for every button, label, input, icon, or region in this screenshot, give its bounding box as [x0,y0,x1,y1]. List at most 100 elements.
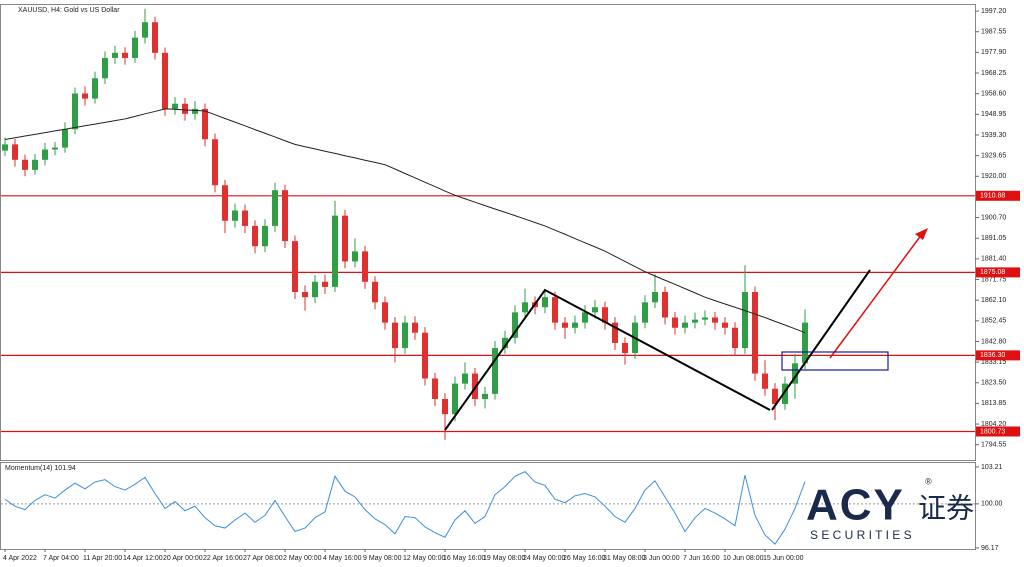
y-tick-label: 1920.00 [981,173,1006,180]
candle-body [572,322,578,328]
candle-body [292,241,298,293]
candle-body [782,383,788,404]
y-tick-label: 1891.05 [981,235,1006,242]
candle-body [272,190,278,226]
indicator-title: Momentum(14) 101.94 [5,465,76,472]
candle-body [722,322,728,328]
candle-body [222,185,228,221]
candle-body [312,281,318,298]
candle-body [52,147,58,150]
candle-body [162,52,168,109]
candle-body [112,52,118,58]
y-tick-label: 100.00 [981,501,1003,508]
x-tick-label: 20 Apr 00:00 [163,555,203,562]
level-tag-label: 1875.08 [980,269,1005,276]
level-tag [976,350,1020,361]
y-tick-label: 1977.90 [981,49,1006,56]
candle-body [392,322,398,349]
candle-body [372,281,378,303]
x-tick-label: 31 May 08:00 [603,555,646,562]
y-tick-label: 1794.55 [981,442,1006,449]
candle-body [772,388,778,404]
chart-title: XAUUSD, H4: Gold vs US Dollar [18,7,120,14]
candle-body [402,322,408,349]
momentum-line [4,471,806,545]
candle-body [742,292,748,349]
candle-body [752,292,758,374]
level-tag-label: 1910.88 [980,193,1005,200]
candle-body [522,302,528,313]
candle-body [552,297,558,323]
candle-body [432,378,438,400]
candle-body [612,322,618,343]
candle-body [262,225,268,247]
candle-body [642,302,648,323]
candle-body [332,215,338,287]
x-tick-label: 16 May 16:00 [443,555,486,562]
watermark-mark: ® [925,476,932,486]
candle-body [662,292,668,318]
x-tick-label: 7 Jun 16:00 [683,555,720,562]
y-tick-label: 1929.65 [981,152,1006,159]
candle-body [212,139,218,186]
x-tick-label: 2 May 00:00 [283,555,322,562]
y-tick-label: 1948.95 [981,111,1006,118]
candle-body [182,103,188,114]
candle-body [512,312,518,338]
x-tick-label: 22 Apr 16:00 [203,555,243,562]
candle-body [172,103,178,109]
y-tick-label: 1997.20 [981,8,1006,15]
candle-body [462,373,468,384]
y-tick-label: 1881.40 [981,256,1006,263]
x-tick-label: 11 Apr 20:00 [83,555,122,562]
candle-body [582,312,588,323]
candle-body [192,108,198,114]
x-tick-label: 12 May 00:00 [403,555,446,562]
watermark-sub: S E C U R I T I E S [810,528,912,542]
candle-body [202,108,208,140]
candle-body [412,322,418,333]
arrow-head [915,228,928,240]
candle-body [702,317,708,320]
y-tick-label: 96.17 [981,545,999,552]
candle-body [692,319,698,323]
candle-body [42,149,48,160]
candle-body [242,210,248,226]
y-tick-label: 1958.60 [981,91,1006,98]
candle-body [712,317,718,323]
candle-body [2,144,8,151]
level-tag-label: 1836.30 [980,352,1005,359]
y-tick-label: 103.21 [981,464,1003,471]
candle-body [122,52,128,58]
zone-box [781,351,889,371]
candle-body [322,281,328,287]
candle-body [562,322,568,328]
level-tag-label: 1800.73 [980,428,1005,435]
candle-body [362,251,368,282]
trendline [444,288,771,431]
x-tick-label: 4 Apr 2022 [3,555,37,562]
y-tick-label: 1939.30 [981,132,1006,139]
candle-body [92,78,98,99]
candle-body [652,292,658,303]
y-tick-label: 1987.55 [981,29,1006,36]
candle-body [302,292,308,298]
candle-body [802,322,808,364]
candle-body [622,342,628,354]
x-tick-label: 24 May 00:00 [523,555,566,562]
candle-body [32,159,38,170]
candle-body [492,348,498,394]
price-panel [0,4,976,461]
candle-body [482,393,488,400]
moving-average [4,108,806,334]
candle-body [732,327,738,349]
candle-body [342,215,348,262]
x-tick-label: 27 Apr 08:00 [243,555,283,562]
candle-body [82,93,88,99]
candle-body [132,37,138,58]
candle-body [152,22,158,53]
candle-body [672,317,678,328]
candle-body [62,129,68,148]
candle-body [142,22,148,38]
